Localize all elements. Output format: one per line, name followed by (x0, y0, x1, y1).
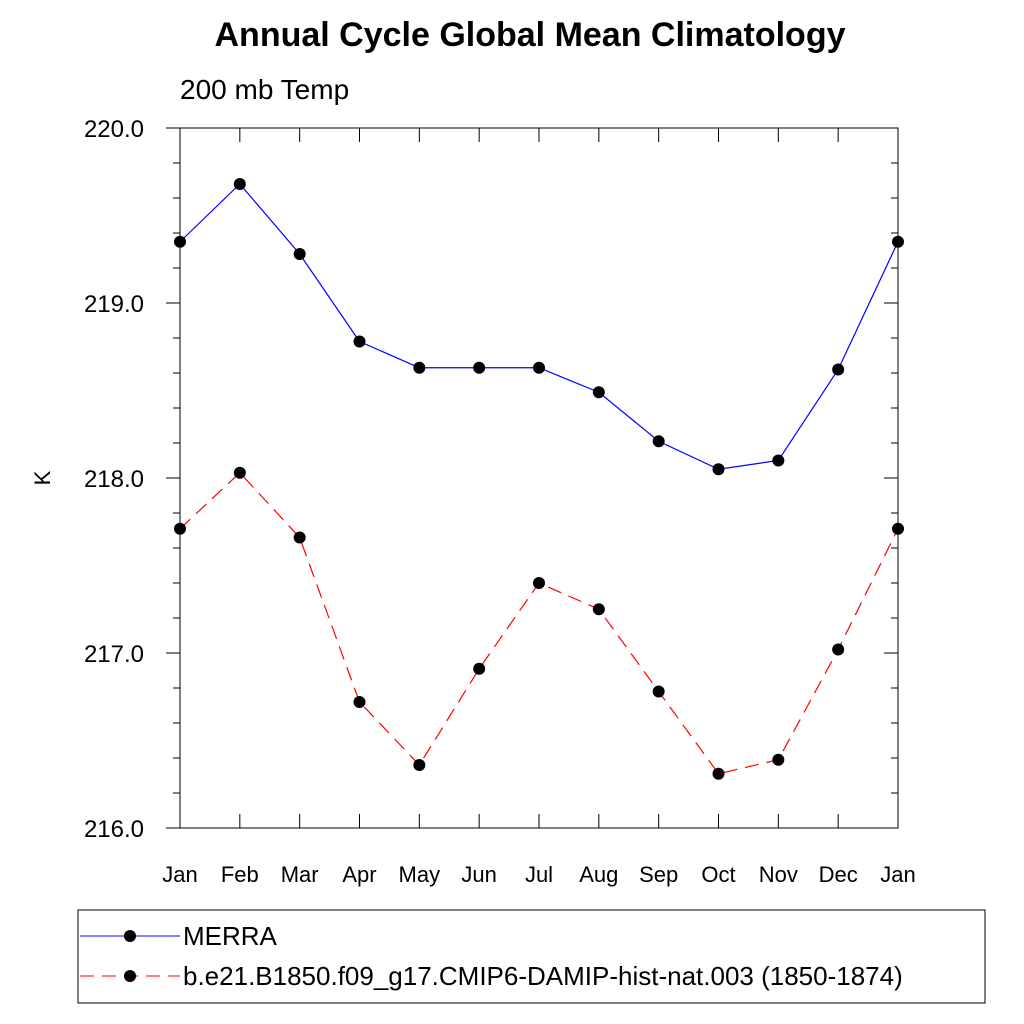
y-tick-label: 219.0 (84, 291, 144, 318)
data-point (174, 522, 186, 535)
data-point (413, 759, 426, 771)
x-tick-label: Mar (281, 862, 319, 887)
plot-frame (179, 127, 899, 829)
data-point (413, 361, 426, 374)
x-tick-label: Oct (701, 862, 735, 887)
data-point (592, 603, 605, 616)
chart-subtitle: 200 mb Temp (180, 74, 349, 105)
x-tick-label: May (399, 862, 441, 887)
x-tick-label: Jul (525, 862, 553, 887)
series-0 (174, 178, 904, 476)
data-point (712, 463, 725, 476)
series-line (179, 471, 899, 775)
data-point (353, 696, 366, 708)
x-tick-label: Nov (759, 862, 798, 887)
series-line (179, 183, 899, 470)
x-tick-labels: Jan Feb Mar Apr May Jun Jul Aug Sep Oct Nov Dec Jan (162, 862, 915, 887)
data-point (652, 685, 665, 698)
legend-marker-merra (124, 930, 136, 942)
y-tick-label: 218.0 (84, 466, 144, 493)
data-point (293, 248, 306, 260)
data-point (473, 361, 486, 374)
data-point (533, 361, 545, 374)
x-tick-label: Jun (461, 862, 496, 887)
series-layer (174, 178, 904, 780)
data-point (353, 335, 366, 348)
chart-title: Annual Cycle Global Mean Climatology (215, 16, 846, 54)
x-tick-label: Aug (579, 862, 618, 887)
x-tick-label: Jan (162, 862, 197, 887)
x-tick-label: Dec (819, 862, 858, 887)
legend: MERRA b.e21.B1850.f09_g17.CMIP6-DAMIP-hi… (77, 909, 986, 1004)
y-tick-label: 217.0 (84, 641, 144, 668)
y-axis-label: K (30, 470, 55, 485)
y-tick-label: 220.0 (84, 116, 144, 143)
legend-marker-model (124, 970, 136, 982)
data-point (652, 435, 665, 448)
data-point (712, 767, 725, 780)
legend-box (77, 909, 986, 1004)
data-point (174, 235, 186, 248)
data-point (772, 454, 785, 467)
data-point (233, 466, 246, 479)
legend-label-merra: MERRA (183, 921, 278, 951)
data-point (892, 522, 904, 535)
data-point (293, 531, 306, 544)
y-tick-label: 216.0 (84, 816, 144, 843)
x-tick-label: Feb (221, 862, 259, 887)
axis-ticks (166, 127, 899, 829)
data-point (592, 386, 605, 399)
data-point (473, 662, 486, 675)
legend-label-model: b.e21.B1850.f09_g17.CMIP6-DAMIP-hist-nat… (183, 961, 903, 991)
data-point (892, 235, 904, 248)
legend-entry-merra: MERRA (80, 921, 278, 951)
data-point (832, 643, 845, 656)
x-tick-label: Sep (639, 862, 678, 887)
data-point (233, 178, 246, 190)
data-point (533, 577, 545, 589)
legend-entry-model: b.e21.B1850.f09_g17.CMIP6-DAMIP-hist-nat… (80, 961, 903, 991)
series-1 (174, 466, 904, 780)
x-tick-label: Jan (880, 862, 915, 887)
data-point (832, 363, 845, 376)
y-tick-labels: 216.0 217.0 218.0 219.0 220.0 (84, 116, 144, 843)
x-tick-label: Apr (342, 862, 376, 887)
data-point (772, 753, 785, 766)
